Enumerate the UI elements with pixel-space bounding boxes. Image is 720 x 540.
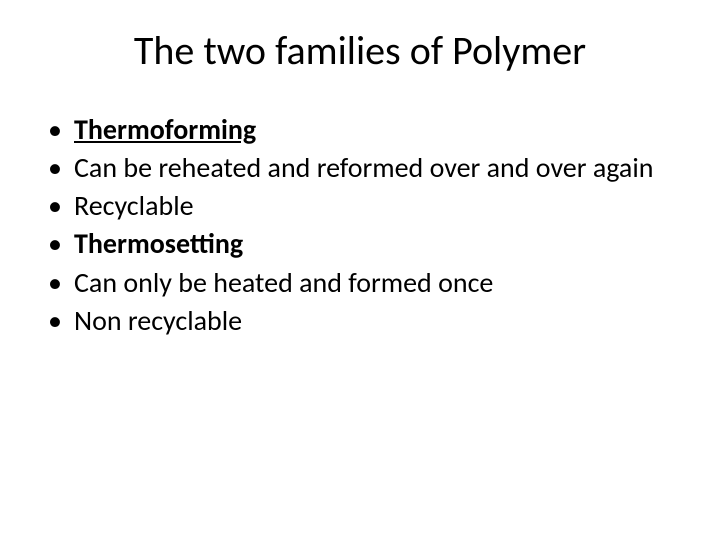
list-item: Can only be heated and formed once: [40, 266, 680, 300]
bullet-text: Thermosetting: [74, 226, 243, 261]
list-item: Can be reheated and reformed over and ov…: [40, 151, 680, 185]
list-item: Thermosetting: [40, 227, 680, 261]
bullet-list: Thermoforming Can be reheated and reform…: [40, 113, 680, 338]
bullet-text: Recyclable: [74, 188, 194, 223]
bullet-text: Non recyclable: [74, 303, 242, 338]
bullet-text: Can be reheated and reformed over and ov…: [74, 150, 653, 185]
slide-body: Thermoforming Can be reheated and reform…: [0, 85, 720, 338]
list-item: Thermoforming: [40, 113, 680, 147]
list-item: Non recyclable: [40, 304, 680, 338]
list-item: Recyclable: [40, 189, 680, 223]
bullet-text: Can only be heated and formed once: [74, 265, 493, 300]
slide-title: The two families of Polymer: [0, 0, 720, 85]
bullet-text: Thermoforming: [74, 112, 256, 147]
slide: The two families of Polymer Thermoformin…: [0, 0, 720, 540]
